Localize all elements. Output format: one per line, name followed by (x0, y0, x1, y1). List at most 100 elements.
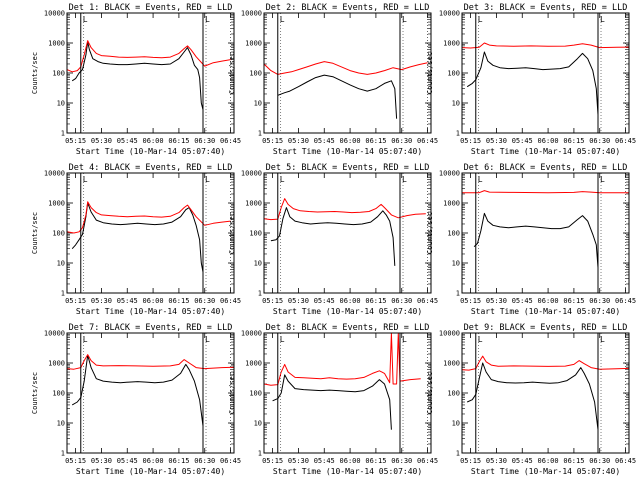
y-tick-label: 1000 (48, 40, 65, 48)
x-tick-label: 05:45 (117, 297, 138, 305)
detector-plot-6: Det 6: BLACK = Events, RED = LLD Counts/s… (426, 163, 636, 316)
interval-marker-letter: L (478, 175, 483, 184)
y-tick-label: 10 (254, 420, 262, 428)
x-tick-label: 06:00 (143, 297, 164, 305)
detector-plot-4: Det 4: BLACK = Events, RED = LLD Counts/s… (31, 163, 241, 316)
x-tick-label: 06:00 (340, 137, 361, 145)
x-tick-label: 05:45 (314, 457, 335, 465)
y-tick-label: 10 (452, 100, 460, 108)
y-tick-label: 10 (57, 260, 65, 268)
y-tick-label: 10000 (439, 330, 460, 338)
series-events-line (270, 207, 396, 266)
y-tick-label: 10000 (241, 330, 262, 338)
x-tick-label: 05:15 (262, 457, 283, 465)
interval-marker-letter: L (205, 335, 210, 344)
x-tick-label: 06:30 (589, 457, 610, 465)
plot-frame (263, 332, 432, 454)
series-lld-line (462, 42, 629, 49)
series-events-line (71, 202, 204, 273)
y-tick-label: 1 (456, 290, 460, 298)
plot-frame (66, 332, 235, 454)
x-tick-label: 05:15 (262, 297, 283, 305)
y-axis-label: Counts/sec (31, 52, 39, 94)
plot-title: Det 4: BLACK = Events, RED = LLD (69, 163, 233, 173)
detector-plot-2: Det 2: BLACK = Events, RED = LLD Counts/s… (228, 3, 438, 156)
plot-frame (461, 172, 630, 294)
x-tick-label: 05:30 (91, 457, 112, 465)
x-tick-label: 06:30 (391, 137, 412, 145)
y-axis-label: Counts/sec (426, 212, 434, 254)
y-tick-label: 1000 (443, 200, 460, 208)
x-axis-label: Start Time (10-Mar-14 05:07:40) (273, 467, 422, 476)
x-tick-label: 05:45 (117, 457, 138, 465)
y-axis-label: Counts/sec (31, 372, 39, 414)
y-tick-label: 10 (57, 420, 65, 428)
series-lld-line (67, 40, 231, 73)
y-tick-label: 1 (258, 290, 262, 298)
series-lld-line (462, 355, 629, 371)
x-axis-label: Start Time (10-Mar-14 05:07:40) (76, 307, 225, 316)
series-lld-line (462, 190, 629, 194)
interval-marker-letter: L (600, 175, 605, 184)
x-tick-label: 06:45 (615, 137, 636, 145)
plot-frame (66, 172, 235, 294)
x-tick-label: 06:45 (417, 457, 438, 465)
interval-marker-letter: L (83, 15, 88, 24)
interval-marker-letter: L (402, 335, 407, 344)
x-tick-label: 06:15 (168, 457, 189, 465)
interval-marker-letter: L (83, 335, 88, 344)
interval-marker-letter: L (83, 175, 88, 184)
x-tick-label: 06:15 (168, 297, 189, 305)
detector-plot-8: Det 8: BLACK = Events, RED = LLD Counts/s… (228, 323, 438, 476)
x-tick-label: 06:30 (194, 297, 215, 305)
x-tick-label: 06:30 (194, 457, 215, 465)
x-tick-label: 05:45 (512, 457, 533, 465)
x-axis-label: Start Time (10-Mar-14 05:07:40) (273, 147, 422, 156)
y-axis-label: Counts/sec (426, 372, 434, 414)
series-lld-line (264, 198, 426, 221)
x-tick-label: 06:30 (589, 297, 610, 305)
series-events-line (277, 74, 398, 119)
plot-title: Det 5: BLACK = Events, RED = LLD (266, 163, 430, 173)
x-tick-label: 06:00 (143, 457, 164, 465)
x-tick-label: 06:00 (538, 457, 559, 465)
y-tick-label: 1 (61, 290, 65, 298)
x-tick-label: 05:30 (288, 137, 309, 145)
detector-plot-9: Det 9: BLACK = Events, RED = LLD Counts/s… (426, 323, 636, 476)
x-tick-label: 06:00 (340, 297, 361, 305)
y-tick-label: 100 (52, 70, 65, 78)
interval-marker-letter: L (205, 15, 210, 24)
x-tick-label: 06:45 (417, 297, 438, 305)
y-tick-label: 10 (254, 100, 262, 108)
x-axis-label: Start Time (10-Mar-14 05:07:40) (76, 467, 225, 476)
interval-marker-letter: L (280, 175, 285, 184)
y-tick-label: 100 (447, 70, 460, 78)
x-tick-label: 05:30 (486, 457, 507, 465)
y-tick-label: 1000 (245, 200, 262, 208)
x-tick-label: 06:45 (615, 457, 636, 465)
x-tick-label: 05:30 (486, 137, 507, 145)
x-axis-label: Start Time (10-Mar-14 05:07:40) (471, 467, 620, 476)
series-events-line (466, 51, 599, 115)
interval-marker-letter: L (402, 175, 407, 184)
y-axis-label: Counts/sec (228, 212, 236, 254)
x-tick-label: 06:45 (615, 297, 636, 305)
x-tick-label: 05:30 (288, 297, 309, 305)
plot-frame (461, 332, 630, 454)
y-axis-label: Counts/sec (228, 52, 236, 94)
series-events-line (71, 354, 204, 426)
plot-frame (263, 172, 432, 294)
y-tick-label: 100 (52, 390, 65, 398)
x-tick-label: 05:45 (512, 297, 533, 305)
x-axis-label: Start Time (10-Mar-14 05:07:40) (76, 147, 225, 156)
x-tick-label: 06:15 (365, 297, 386, 305)
x-tick-label: 06:00 (340, 457, 361, 465)
x-tick-label: 05:15 (460, 457, 481, 465)
y-tick-label: 10000 (44, 10, 65, 18)
x-tick-label: 05:30 (91, 297, 112, 305)
series-events-line (466, 362, 599, 430)
plot-title: Det 6: BLACK = Events, RED = LLD (464, 163, 628, 173)
x-tick-label: 05:30 (91, 137, 112, 145)
y-axis-label: Counts/sec (228, 372, 236, 414)
x-tick-label: 05:45 (512, 137, 533, 145)
